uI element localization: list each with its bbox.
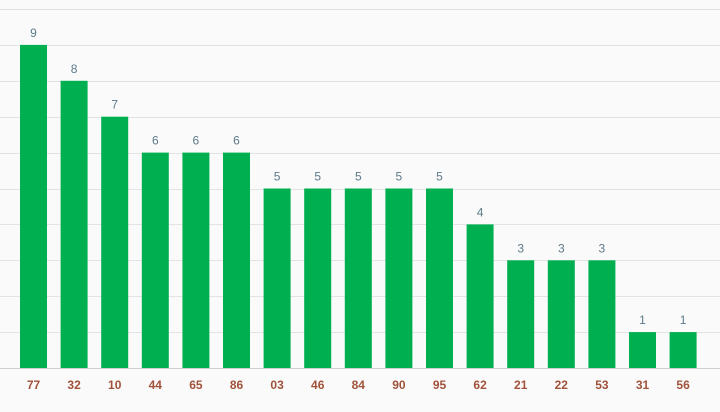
category-label-32: 32 (67, 378, 81, 392)
category-label-44: 44 (149, 378, 163, 392)
bar-95 (426, 188, 453, 368)
value-label-31: 1 (639, 313, 646, 327)
bar-84 (344, 188, 372, 368)
bar-31 (629, 332, 656, 368)
bar-03 (263, 188, 291, 368)
category-label-62: 62 (473, 378, 487, 392)
bar-86 (223, 152, 250, 368)
category-label-21: 21 (514, 378, 528, 392)
category-label-90: 90 (392, 378, 406, 392)
category-label-84: 84 (352, 378, 366, 392)
category-label-10: 10 (108, 378, 122, 392)
value-label-03: 5 (274, 170, 281, 184)
category-label-95: 95 (433, 378, 447, 392)
category-label-65: 65 (189, 378, 203, 392)
bar-44 (141, 152, 169, 368)
value-label-84: 5 (355, 170, 362, 184)
value-label-77: 9 (30, 26, 37, 40)
bar-56 (669, 332, 697, 368)
bar-90 (385, 188, 413, 368)
value-label-46: 5 (314, 170, 321, 184)
category-labels: 77 32 10 44 65 86 03 46 84 90 95 62 21 22 53 31 56 (27, 378, 690, 392)
category-label-86: 86 (230, 378, 244, 392)
bar-21 (507, 260, 535, 368)
category-label-53: 53 (595, 378, 609, 392)
value-label-10: 7 (111, 98, 118, 112)
value-label-65: 6 (193, 134, 200, 148)
bar-65 (182, 152, 210, 368)
value-label-32: 8 (71, 62, 78, 76)
category-label-22: 22 (555, 378, 569, 392)
category-label-03: 03 (270, 378, 284, 392)
bar-53 (588, 260, 616, 368)
bar-22 (547, 260, 575, 368)
category-label-77: 77 (27, 378, 41, 392)
value-label-62: 4 (477, 205, 484, 219)
bar-62 (466, 224, 494, 368)
category-label-31: 31 (636, 378, 650, 392)
category-label-56: 56 (676, 378, 690, 392)
value-label-86: 6 (233, 134, 240, 148)
value-label-22: 3 (558, 241, 565, 255)
bar-32 (60, 80, 88, 369)
value-label-90: 5 (396, 170, 403, 184)
bar-77 (20, 44, 47, 369)
category-label-46: 46 (311, 378, 325, 392)
bars (20, 44, 697, 369)
value-label-21: 3 (517, 241, 524, 255)
value-label-95: 5 (436, 170, 443, 184)
value-label-44: 6 (152, 134, 159, 148)
value-label-56: 1 (680, 313, 687, 327)
value-label-53: 3 (599, 241, 606, 255)
value-labels: 9 8 7 6 6 6 5 5 5 5 5 4 3 3 3 1 1 (30, 26, 687, 327)
bar-46 (304, 188, 332, 368)
bar-10 (101, 116, 129, 368)
